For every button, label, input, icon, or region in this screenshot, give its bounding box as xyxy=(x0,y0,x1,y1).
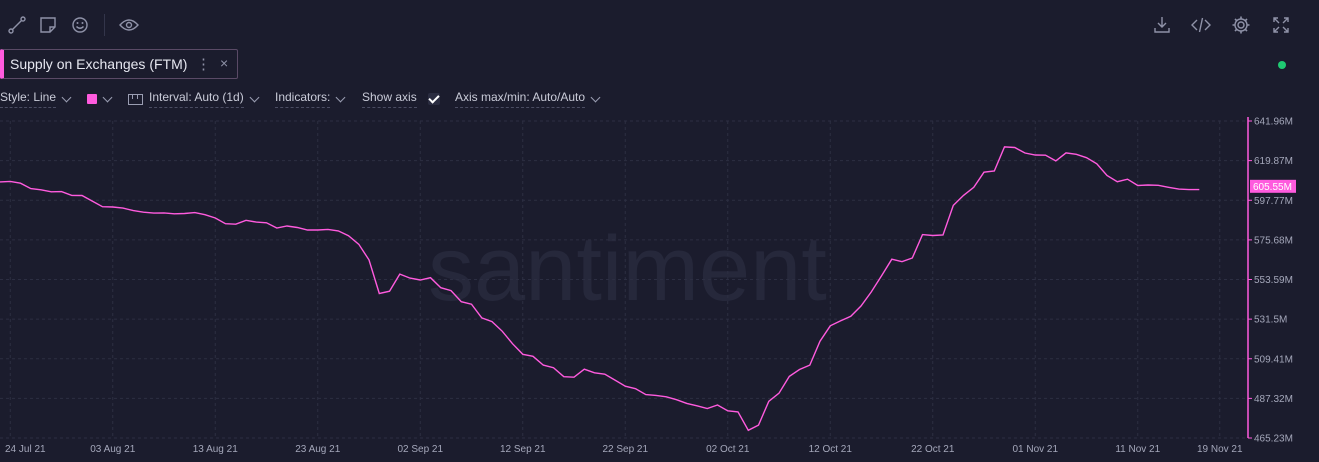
x-tick-label: 13 Aug 21 xyxy=(193,444,238,455)
metric-menu-icon[interactable]: ⋮ xyxy=(196,56,211,73)
metric-label: Supply on Exchanges (FTM) xyxy=(10,56,188,72)
x-tick-label: 12 Oct 21 xyxy=(809,444,853,455)
interval-label: Interval: Auto (1d) xyxy=(149,90,244,108)
axis-minmax-select[interactable]: Axis max/min: Auto/Auto xyxy=(455,90,601,108)
x-axis: 24 Jul 21 03 Aug 21 13 Aug 21 23 Aug 21 02 S… xyxy=(5,444,1243,455)
style-label: Style: Line xyxy=(0,90,57,108)
live-status-dot xyxy=(1278,61,1286,69)
indicators-select[interactable]: Indicators: xyxy=(275,90,346,108)
x-tick-label: 11 Nov 21 xyxy=(1115,444,1160,455)
show-axis-checkbox[interactable] xyxy=(427,93,440,105)
calendar-icon xyxy=(128,93,143,105)
x-tick-label: 24 Jul 21 xyxy=(5,444,46,455)
x-tick-label: 03 Aug 21 xyxy=(90,444,135,455)
x-tick-label: 12 Sep 21 xyxy=(500,444,546,455)
x-tick-label: 02 Sep 21 xyxy=(397,444,443,455)
y-tick-label: 531.5M xyxy=(1254,315,1287,326)
chart-grid xyxy=(0,120,1248,439)
emoji-icon[interactable] xyxy=(69,14,91,36)
y-tick-label: 465.23M xyxy=(1254,434,1293,445)
y-tick-label: 575.68M xyxy=(1254,235,1293,246)
metric-chip[interactable]: Supply on Exchanges (FTM) ⋮ × xyxy=(0,49,238,79)
line-draw-icon[interactable] xyxy=(6,14,28,36)
show-axis-toggle[interactable]: Show axis xyxy=(362,90,440,108)
current-value-badge: 605.55M xyxy=(1250,179,1296,193)
y-axis: 641.96M 619.87M 597.77M 575.68M 553.59M 531.5… xyxy=(1248,117,1293,445)
color-select[interactable] xyxy=(87,92,113,104)
fullscreen-icon[interactable] xyxy=(1270,14,1292,36)
y-tick-label: 641.96M xyxy=(1254,117,1293,128)
x-tick-label: 02 Oct 21 xyxy=(706,444,750,455)
color-swatch xyxy=(87,94,97,104)
eye-icon[interactable] xyxy=(118,14,140,36)
show-axis-label: Show axis xyxy=(362,90,417,108)
chart-toolbar xyxy=(0,0,1319,48)
y-tick-label: 553.59M xyxy=(1254,275,1293,286)
settings-gear-icon[interactable] xyxy=(1230,14,1252,36)
watermark-text: santiment xyxy=(428,218,827,320)
y-tick-label: 509.41M xyxy=(1254,354,1293,365)
note-icon[interactable] xyxy=(37,14,59,36)
interval-select[interactable]: Interval: Auto (1d) xyxy=(128,90,260,108)
x-tick-label: 22 Oct 21 xyxy=(911,444,955,455)
axis-minmax-label: Axis max/min: Auto/Auto xyxy=(455,90,586,108)
x-tick-label: 01 Nov 21 xyxy=(1012,444,1058,455)
y-tick-label: 619.87M xyxy=(1254,156,1293,167)
code-embed-icon[interactable] xyxy=(1190,14,1212,36)
indicators-label: Indicators: xyxy=(275,90,331,108)
style-select[interactable]: Style: Line xyxy=(0,90,72,108)
x-tick-label: 22 Sep 21 xyxy=(602,444,648,455)
series-line xyxy=(0,146,1200,432)
y-tick-label: 597.77M xyxy=(1254,196,1293,207)
download-icon[interactable] xyxy=(1151,14,1173,36)
toolbar-divider xyxy=(104,14,105,36)
metric-close-icon[interactable]: × xyxy=(220,55,229,71)
current-value-label: 605.55M xyxy=(1253,182,1292,193)
y-tick-label: 487.32M xyxy=(1254,394,1293,405)
x-tick-label: 19 Nov 21 xyxy=(1197,444,1243,455)
current-value-badge-bg xyxy=(1250,179,1296,193)
x-tick-label: 23 Aug 21 xyxy=(295,444,340,455)
